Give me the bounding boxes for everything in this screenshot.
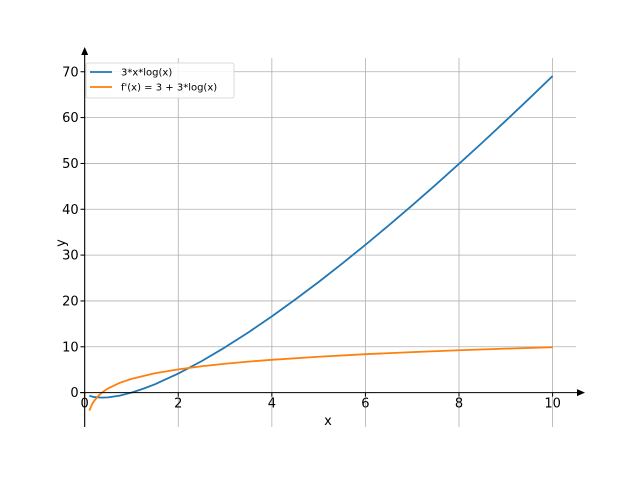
y-tick-label: 50 — [62, 157, 79, 172]
y-tick-label: 0 — [70, 386, 78, 401]
series-line-1 — [89, 75, 554, 399]
x-axis-arrow — [577, 389, 585, 397]
y-tick-label: 70 — [62, 65, 79, 80]
y-tick-label: 10 — [62, 340, 79, 355]
x-tick-label: 0 — [81, 397, 89, 412]
series-lines — [88, 75, 554, 411]
y-tick-label: 40 — [62, 203, 79, 218]
x-tick-label: 6 — [361, 397, 369, 412]
y-tick-label: 30 — [62, 249, 79, 264]
legend: 3*x*log(x) f'(x) = 3 + 3*log(x) — [85, 62, 235, 99]
axes — [80, 47, 585, 427]
legend-label-2: f'(x) = 3 + 3*log(x) — [121, 83, 217, 94]
x-tick-label: 4 — [268, 397, 276, 412]
x-tick-label: 8 — [455, 397, 463, 412]
x-axis-label: x — [324, 414, 332, 429]
y-axis-label: y — [54, 239, 69, 247]
y-axis-arrow — [81, 47, 89, 55]
grid — [80, 58, 576, 427]
legend-box — [85, 62, 235, 99]
x-tick-label: 10 — [544, 397, 561, 412]
tick-labels: 0 2 4 6 8 10 0 10 20 30 40 50 60 70 — [62, 65, 561, 411]
series-line-2 — [88, 346, 553, 411]
y-tick-label: 60 — [62, 111, 79, 126]
x-tick-label: 2 — [174, 397, 182, 412]
legend-label-1: 3*x*log(x) — [121, 68, 172, 79]
y-tick-label: 20 — [62, 294, 79, 309]
